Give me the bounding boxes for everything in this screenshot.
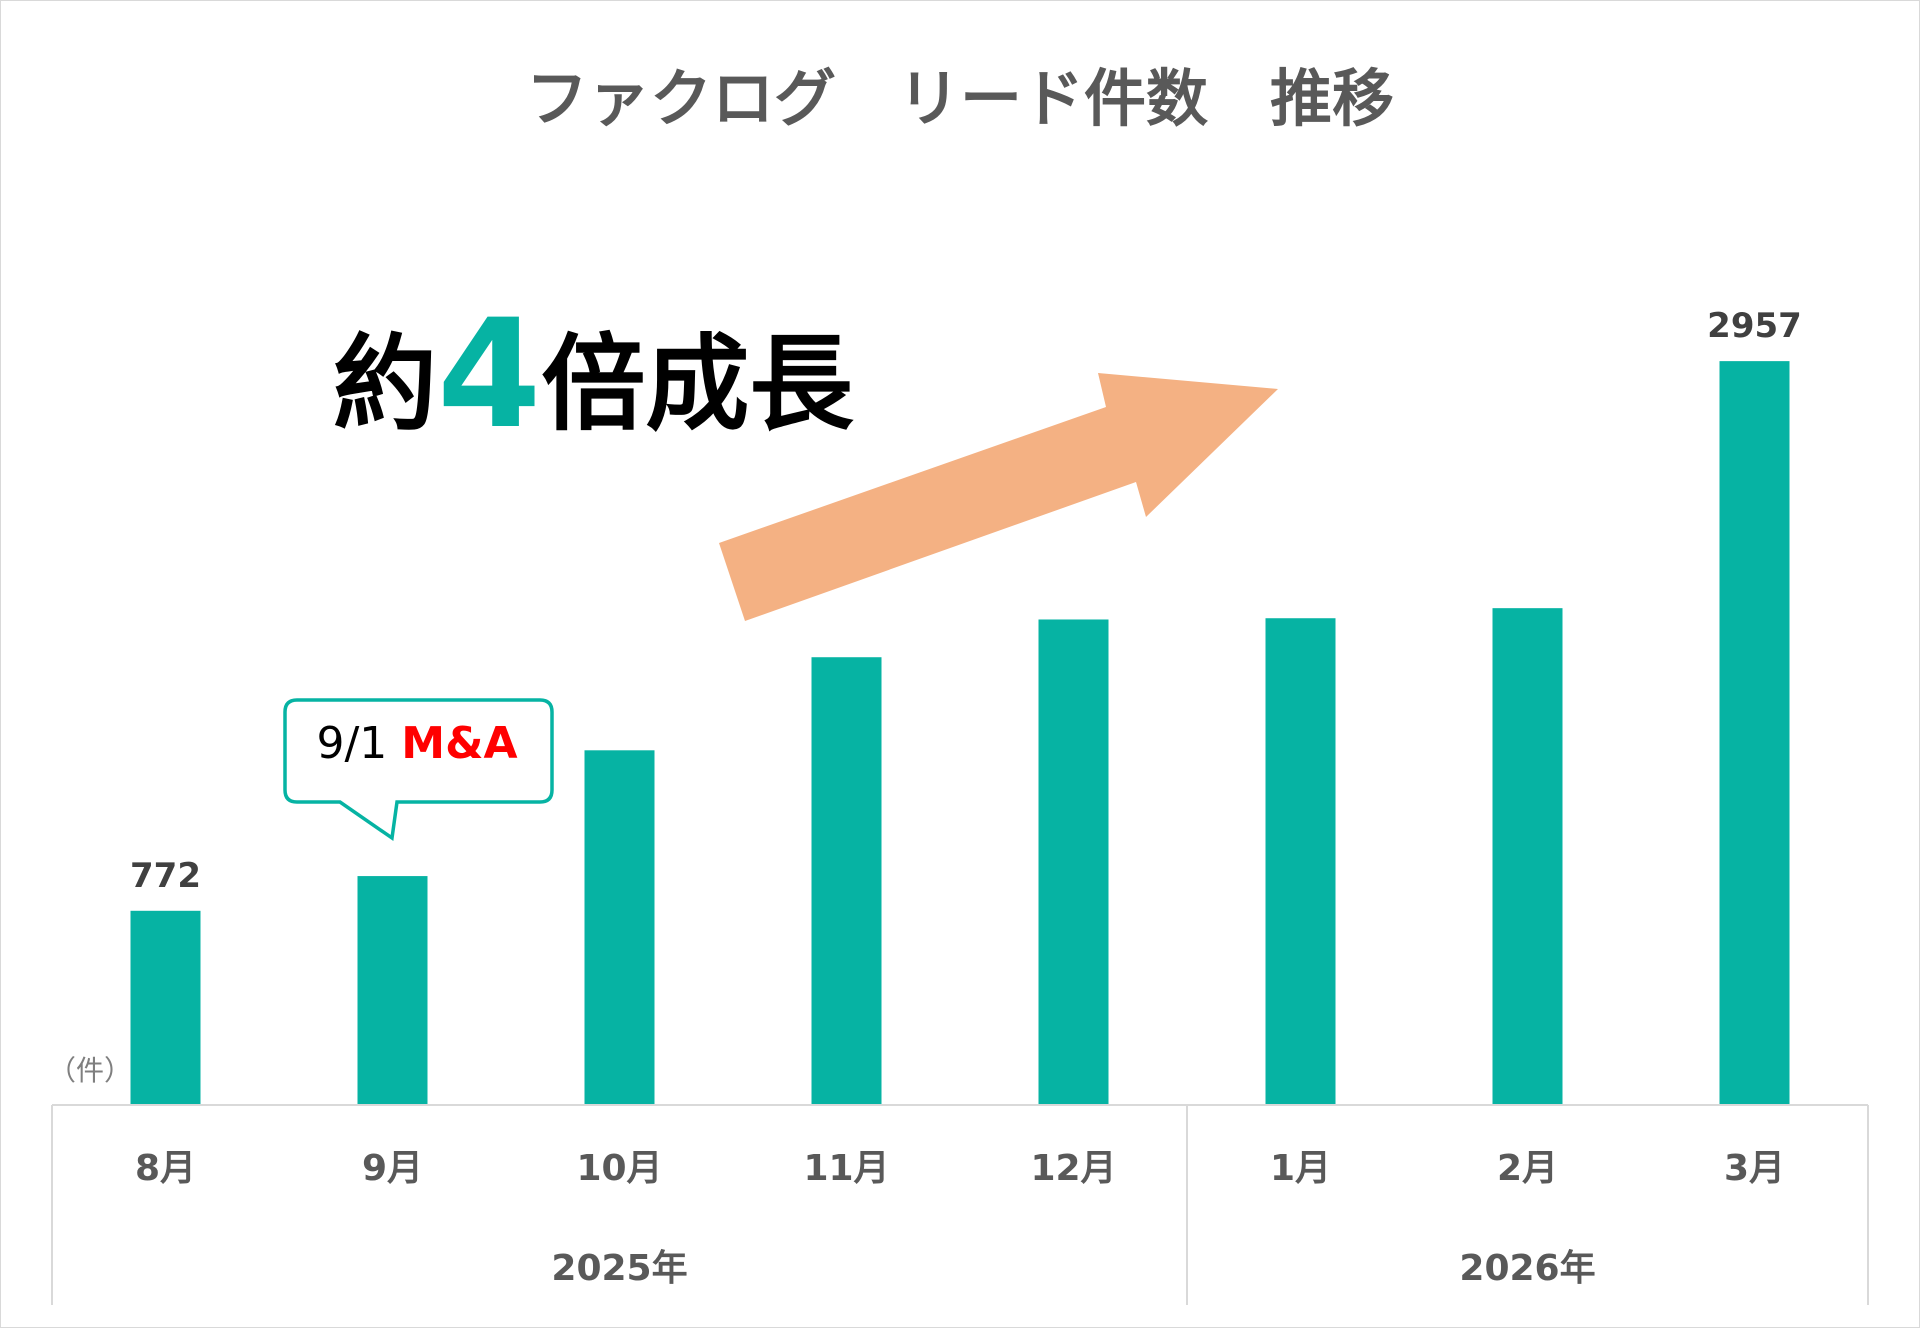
x-tick-2: 9月 xyxy=(362,1148,423,1189)
x-tick-6: 1月 xyxy=(1270,1148,1331,1189)
callout-date: 9/1 xyxy=(316,718,388,769)
growth-arrow xyxy=(719,373,1278,621)
bar-4 xyxy=(811,657,882,1105)
x-tick-3: 10月 xyxy=(576,1148,662,1189)
x-tick-8: 3月 xyxy=(1724,1148,1785,1189)
bar-7 xyxy=(1492,608,1563,1105)
unit-label: （件） xyxy=(48,1054,132,1087)
x-tick-4: 11月 xyxy=(803,1148,889,1189)
data-label-8: 2957 xyxy=(1707,306,1802,346)
headline-suffix: 倍成長 xyxy=(541,323,854,445)
x-tick-5: 12月 xyxy=(1030,1148,1116,1189)
bar-1 xyxy=(130,910,201,1105)
chart-title: ファクログ リード件数 推移 xyxy=(525,62,1394,135)
headline-prefix: 約 xyxy=(333,323,438,445)
bar-8 xyxy=(1719,361,1790,1105)
headline-number: 4 xyxy=(437,288,542,462)
group-label-1: 2025年 xyxy=(551,1248,687,1289)
bar-6 xyxy=(1265,618,1336,1105)
x-tick-7: 2月 xyxy=(1497,1148,1558,1189)
group-label-2: 2026年 xyxy=(1459,1248,1595,1289)
callout-highlight: M&A xyxy=(401,718,518,769)
bar-2 xyxy=(357,876,428,1105)
growth-headline: 約4倍成長 xyxy=(333,300,853,450)
bar-3 xyxy=(584,750,655,1105)
bar-5 xyxy=(1038,619,1109,1105)
x-tick-1: 8月 xyxy=(135,1148,196,1189)
data-label-1: 772 xyxy=(130,856,201,896)
callout-label: 9/1 M&A xyxy=(290,722,544,766)
callout-box xyxy=(283,698,554,842)
